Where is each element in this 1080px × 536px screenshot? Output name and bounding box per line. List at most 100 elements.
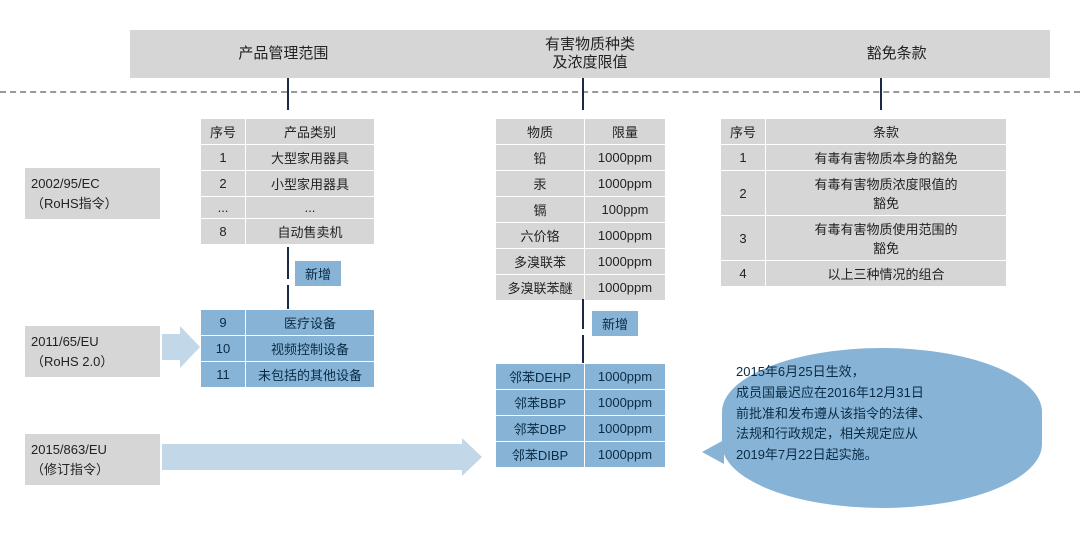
table-row: 汞1000ppm xyxy=(496,171,665,196)
substances-head-sub: 物质 xyxy=(496,119,584,144)
directive-2015: 2015/863/EU （修订指令） xyxy=(25,434,160,485)
directive-2002: 2002/95/EC （RoHS指令） xyxy=(25,168,160,219)
table-row: 邻苯DBP1000ppm xyxy=(496,416,665,441)
cell: 医疗设备 xyxy=(246,310,374,335)
cell: 多溴联苯 xyxy=(496,249,584,274)
table-row: 9医疗设备 xyxy=(201,310,374,335)
table-row: 1有毒有害物质本身的豁免 xyxy=(721,145,1006,170)
bubble-tail-icon xyxy=(702,440,724,464)
table-row: 铅1000ppm xyxy=(496,145,665,170)
cell: 9 xyxy=(201,310,245,335)
cell: 邻苯DIBP xyxy=(496,442,584,467)
cell: 小型家用器具 xyxy=(246,171,374,196)
table-row: 多溴联苯1000ppm xyxy=(496,249,665,274)
header-col-substances: 有害物质种类 及浓度限值 xyxy=(437,30,744,78)
cell: 1 xyxy=(201,145,245,170)
cell: 2 xyxy=(721,171,765,215)
substances-new-table: 邻苯DEHP1000ppm 邻苯BBP1000ppm 邻苯DBP1000ppm … xyxy=(495,363,666,468)
cell: 1000ppm xyxy=(585,275,665,300)
cell: 1000ppm xyxy=(585,416,665,441)
cell: 4 xyxy=(721,261,765,286)
exemptions-head-no: 序号 xyxy=(721,119,765,144)
directive-2011: 2011/65/EU （RoHS 2.0） xyxy=(25,326,160,377)
directive-2015-line2: （修订指令） xyxy=(31,462,109,477)
cell: 11 xyxy=(201,362,245,387)
cell: 未包括的其他设备 xyxy=(246,362,374,387)
directive-2011-line1: 2011/65/EU xyxy=(31,334,99,349)
header-tick-3 xyxy=(880,78,882,110)
note-bubble: 2015年6月25日生效， 成员国最迟应在2016年12月31日 前批准和发布遵… xyxy=(722,348,1042,508)
table-row: 2小型家用器具 xyxy=(201,171,374,196)
cell: 多溴联苯醚 xyxy=(496,275,584,300)
cell: 六价铬 xyxy=(496,223,584,248)
substances-connector xyxy=(582,299,584,329)
table-row: 1大型家用器具 xyxy=(201,145,374,170)
cell: 有毒有害物质使用范围的 豁免 xyxy=(766,216,1006,260)
cell: 铅 xyxy=(496,145,584,170)
table-row: 邻苯DEHP1000ppm xyxy=(496,364,665,389)
table-row: 4以上三种情况的组合 xyxy=(721,261,1006,286)
substances-new-tag: 新增 xyxy=(592,311,638,336)
table-row: 六价铬1000ppm xyxy=(496,223,665,248)
cell: 大型家用器具 xyxy=(246,145,374,170)
dashed-divider xyxy=(0,91,1080,93)
table-row: ...... xyxy=(201,197,374,218)
table-row: 邻苯DIBP1000ppm xyxy=(496,442,665,467)
table-row: 邻苯BBP1000ppm xyxy=(496,390,665,415)
cell: 有毒有害物质浓度限值的 豁免 xyxy=(766,171,1006,215)
cell: 10 xyxy=(201,336,245,361)
substances-head-lim: 限量 xyxy=(585,119,665,144)
table-row: 8自动售卖机 xyxy=(201,219,374,244)
header-row: 产品管理范围 有害物质种类 及浓度限值 豁免条款 xyxy=(130,30,1050,78)
substances-table: 物质 限量 铅1000ppm 汞1000ppm 镉100ppm 六价铬1000p… xyxy=(495,118,666,301)
cell: 1000ppm xyxy=(585,223,665,248)
cell: 1000ppm xyxy=(585,171,665,196)
cell: 1000ppm xyxy=(585,442,665,467)
cell: 邻苯DBP xyxy=(496,416,584,441)
cell: ... xyxy=(246,197,374,218)
cell: 8 xyxy=(201,219,245,244)
cell: ... xyxy=(201,197,245,218)
cell: 有毒有害物质本身的豁免 xyxy=(766,145,1006,170)
exemptions-head-cl: 条款 xyxy=(766,119,1006,144)
cell: 1 xyxy=(721,145,765,170)
products-connector xyxy=(287,247,289,279)
exemptions-table: 序号 条款 1有毒有害物质本身的豁免 2有毒有害物质浓度限值的 豁免 3有毒有害… xyxy=(720,118,1007,287)
table-row: 多溴联苯醚1000ppm xyxy=(496,275,665,300)
products-connector2 xyxy=(287,285,289,309)
table-row: 11未包括的其他设备 xyxy=(201,362,374,387)
table-row: 10视频控制设备 xyxy=(201,336,374,361)
directive-2015-line1: 2015/863/EU xyxy=(31,442,107,457)
cell: 邻苯DEHP xyxy=(496,364,584,389)
header-tick-2 xyxy=(582,78,584,110)
cell: 2 xyxy=(201,171,245,196)
cell: 1000ppm xyxy=(585,145,665,170)
cell: 1000ppm xyxy=(585,390,665,415)
products-new-tag: 新增 xyxy=(295,261,341,286)
products-table: 序号 产品类别 1大型家用器具 2小型家用器具 ...... 8自动售卖机 xyxy=(200,118,375,245)
cell: 以上三种情况的组合 xyxy=(766,261,1006,286)
arrow-icon-2015 xyxy=(162,438,482,476)
table-row: 镉100ppm xyxy=(496,197,665,222)
header-tick-1 xyxy=(287,78,289,110)
products-head-cat: 产品类别 xyxy=(246,119,374,144)
header-col-products: 产品管理范围 xyxy=(130,30,437,78)
cell: 100ppm xyxy=(585,197,665,222)
cell: 3 xyxy=(721,216,765,260)
products-new-table: 9医疗设备 10视频控制设备 11未包括的其他设备 xyxy=(200,309,375,388)
cell: 1000ppm xyxy=(585,364,665,389)
directive-2002-line1: 2002/95/EC xyxy=(31,176,100,191)
cell: 邻苯BBP xyxy=(496,390,584,415)
cell: 视频控制设备 xyxy=(246,336,374,361)
header-col-exemptions: 豁免条款 xyxy=(743,30,1050,78)
cell: 汞 xyxy=(496,171,584,196)
products-head-no: 序号 xyxy=(201,119,245,144)
cell: 自动售卖机 xyxy=(246,219,374,244)
table-row: 3有毒有害物质使用范围的 豁免 xyxy=(721,216,1006,260)
table-row: 2有毒有害物质浓度限值的 豁免 xyxy=(721,171,1006,215)
cell: 1000ppm xyxy=(585,249,665,274)
cell: 镉 xyxy=(496,197,584,222)
note-bubble-text: 2015年6月25日生效， 成员国最迟应在2016年12月31日 前批准和发布遵… xyxy=(736,362,1028,466)
directive-2002-line2: （RoHS指令） xyxy=(31,196,118,211)
directive-2011-line2: （RoHS 2.0） xyxy=(31,354,113,369)
